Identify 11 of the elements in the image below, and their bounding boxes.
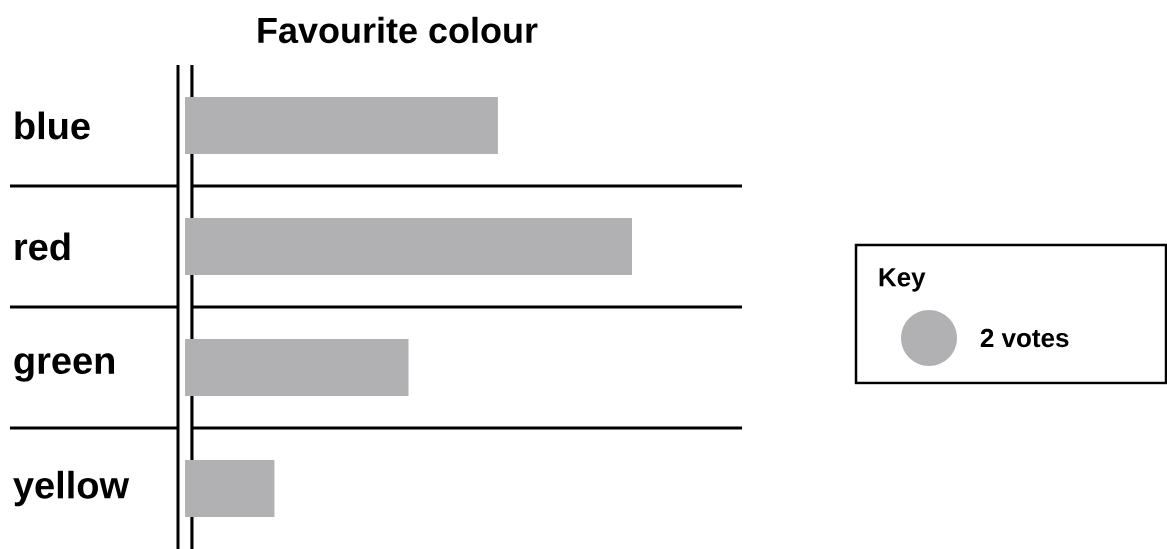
bar: [185, 218, 633, 275]
chart-title: Favourite colour: [258, 16, 538, 44]
y-tick-label: green: [14, 353, 115, 382]
text: Key: [879, 268, 926, 292]
bar: [185, 97, 498, 154]
bar: [185, 339, 409, 396]
y-tick-label: red: [15, 232, 70, 261]
text: 2 votes: [980, 328, 1069, 348]
y-tick-label: yellow: [13, 470, 130, 507]
y-tick-label: blue: [15, 111, 90, 140]
bar: [185, 460, 275, 517]
